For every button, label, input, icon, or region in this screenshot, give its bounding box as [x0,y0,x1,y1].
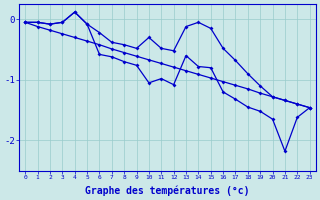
X-axis label: Graphe des températures (°c): Graphe des températures (°c) [85,185,250,196]
